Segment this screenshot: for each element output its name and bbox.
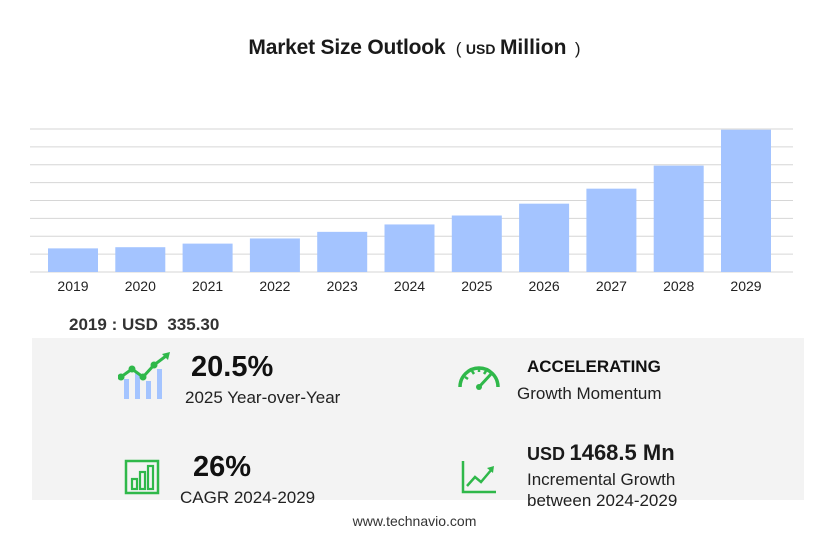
x-tick-label: 2023 — [327, 278, 358, 294]
cagr-value: 26% — [193, 451, 252, 483]
x-tick-label: 2020 — [125, 278, 156, 294]
bar-2024 — [384, 224, 435, 272]
yoy-stat: 20.5% — [191, 353, 273, 382]
x-tick-label: 2021 — [192, 278, 223, 294]
bar-2026 — [519, 203, 570, 272]
base-year: 2019 — [69, 315, 107, 334]
bar-2027 — [586, 188, 637, 272]
bar-2022 — [249, 238, 300, 272]
incremental-label-1: Incremental Growth — [527, 470, 676, 489]
x-tick-label: 2019 — [57, 278, 88, 294]
x-tick-label: 2024 — [394, 278, 425, 294]
base-currency: USD — [121, 315, 158, 334]
base-separator: : — [111, 315, 118, 334]
x-tick-label: 2028 — [663, 278, 694, 294]
cagr-label-wrap: CAGR 2024-2029 — [180, 487, 315, 508]
x-tick-label: 2025 — [461, 278, 492, 294]
bar-2019 — [48, 248, 98, 272]
x-tick-label: 2027 — [596, 278, 627, 294]
stats-panel — [32, 338, 804, 500]
growth-chart-icon — [117, 351, 172, 406]
bar-2028 — [653, 165, 704, 272]
base-amount: 335.30 — [167, 315, 220, 334]
incremental-label-2: between 2024-2029 — [527, 491, 678, 511]
yoy-value: 20.5% — [191, 351, 274, 383]
momentum-label-wrap: Growth Momentum — [517, 383, 662, 404]
x-tick-label: 2026 — [529, 278, 560, 294]
bar-2029 — [721, 129, 771, 272]
base-year-value: 2019 : USD 335.30 — [69, 315, 219, 335]
title-text: Market Size Outlook — [248, 36, 446, 59]
incremental-label-wrap: Incremental Growth between 2024-2029 — [527, 469, 677, 512]
speedometer-icon — [456, 360, 502, 395]
unit-currency: USD — [465, 41, 496, 57]
unit-scale: Million — [499, 36, 567, 59]
yoy-label-wrap: 2025 Year-over-Year — [185, 387, 340, 408]
bar-2023 — [317, 231, 368, 272]
bar-chart-icon — [124, 459, 160, 500]
incremental-stat: USD 1468.5 Mn — [527, 440, 675, 466]
x-tick-label: 2029 — [730, 278, 761, 294]
momentum-label: Growth Momentum — [517, 384, 662, 403]
yoy-label: 2025 Year-over-Year — [185, 388, 341, 407]
cagr-stat: 26% — [193, 453, 251, 482]
trend-line-icon — [460, 459, 498, 500]
bar-2020 — [115, 247, 166, 272]
source-link[interactable]: www.technavio.com — [352, 513, 477, 529]
momentum-value: ACCELERATING — [527, 357, 661, 376]
incremental-currency: USD — [527, 444, 566, 464]
bar-2025 — [451, 215, 502, 272]
momentum-stat: ACCELERATING — [527, 357, 661, 377]
incremental-amount: 1468.5 Mn — [569, 440, 675, 465]
unit-open: ( — [455, 39, 462, 58]
x-tick-label: 2022 — [259, 278, 290, 294]
unit-close: ) — [574, 39, 581, 58]
chart-title: Market Size Outlook ( USD Million ) — [0, 36, 829, 60]
cagr-label: CAGR 2024-2029 — [180, 488, 316, 507]
bars — [48, 129, 771, 272]
bar-2021 — [182, 243, 233, 272]
x-tick-labels: 2019 2020 2021 2022 2023 2024 2025 2026 2027 2028… — [57, 278, 761, 294]
bar-chart: 2019 2020 2021 2022 2023 2024 2025 2026 2027 2028… — [30, 128, 793, 294]
